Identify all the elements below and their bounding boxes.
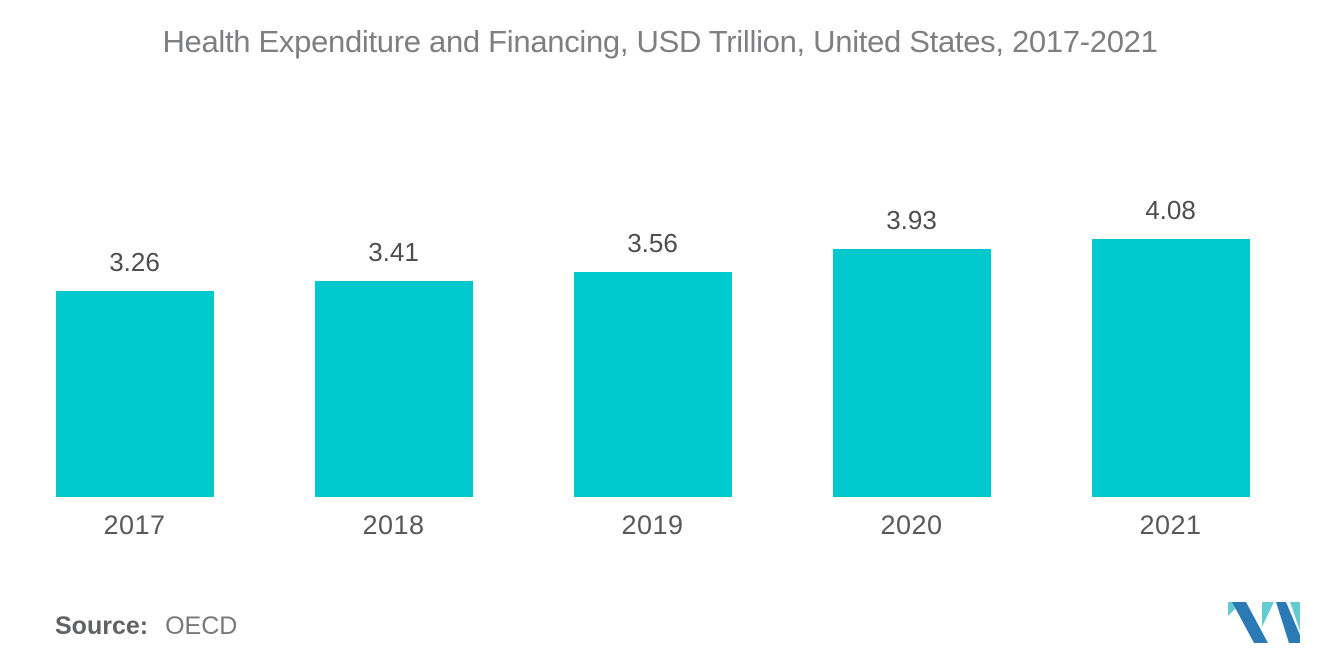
bar-group-2019: 3.56 2019 [523,228,782,540]
chart-title: Health Expenditure and Financing, USD Tr… [162,24,1158,59]
bar-value-label: 3.41 [368,237,419,268]
bar [832,248,991,497]
bar-group-2020: 3.93 2020 [782,205,1041,540]
bar-value-label: 4.08 [1145,195,1196,225]
bar [573,271,732,497]
x-axis-tick-label: 2020 [880,510,943,540]
source-label: Source: [55,612,149,640]
x-axis-tick-label: 2021 [1139,510,1202,540]
source-line: Source: OECD [55,612,237,641]
x-axis-tick-label: 2019 [621,510,684,540]
bar-value-label: 3.56 [627,227,678,258]
bar-group-2018: 3.41 2018 [264,237,523,540]
bar [55,290,214,497]
x-axis-tick-label: 2017 [103,510,166,540]
bar-value-label: 3.93 [886,204,937,235]
bar-value-label: 3.26 [109,246,160,277]
source-value: OECD [165,612,238,640]
mordor-m-icon [1228,602,1300,643]
x-axis-tick-label: 2018 [362,510,425,540]
bar-group-2017: 3.26 2017 [5,239,264,540]
bar [1091,239,1250,497]
bar [314,281,473,497]
bar-chart-plot-area: 3.26 2017 3.41 2018 3.56 2019 3.93 2020 4.08 2021 [5,195,1300,540]
mordor-intelligence-logo [1228,601,1300,647]
bar-group-2021: 4.08 2021 [1041,195,1300,540]
